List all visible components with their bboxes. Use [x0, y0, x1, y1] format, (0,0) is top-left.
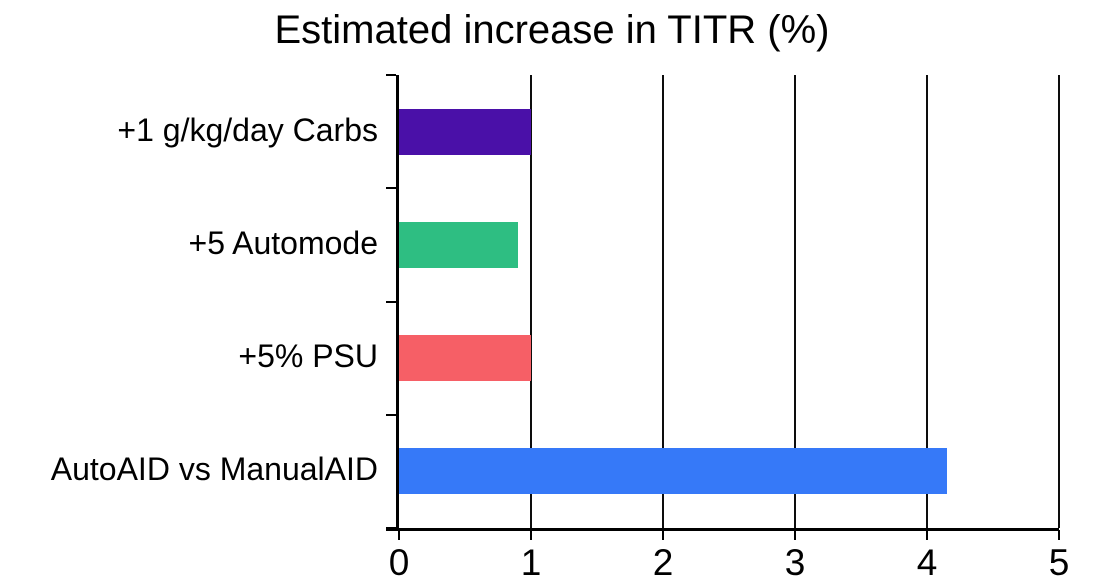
x-tick-label: 1 [520, 542, 542, 583]
x-tick-label: 5 [1048, 542, 1070, 583]
category-label: +5 Automode [188, 225, 378, 262]
bar [399, 448, 947, 495]
y-axis-line [396, 75, 399, 528]
gridline [926, 75, 928, 528]
bar [399, 108, 531, 155]
x-axis-line [386, 528, 1059, 531]
x-tick-label: 0 [388, 542, 410, 583]
gridline [1058, 75, 1060, 528]
x-tick [926, 530, 928, 540]
plot-area: 0 1 2 3 4 5 [386, 74, 1069, 581]
gridline [530, 75, 532, 528]
y-tick [386, 74, 396, 76]
x-tick [794, 530, 796, 540]
category-label: AutoAID vs ManualAID [50, 451, 378, 488]
x-tick [398, 530, 400, 540]
chart-title: Estimated increase in TITR (%) [274, 8, 830, 52]
category-label: +5% PSU [238, 338, 378, 375]
gridline [662, 75, 664, 528]
bar [399, 221, 518, 268]
category-label: +1 g/kg/day Carbs [117, 111, 378, 148]
x-tick [662, 530, 664, 540]
y-tick [386, 300, 396, 303]
bar [399, 335, 531, 382]
y-tick [386, 527, 396, 529]
x-tick [1058, 530, 1060, 540]
x-tick-label: 4 [916, 542, 938, 583]
x-tick-label: 3 [784, 542, 806, 583]
gridline [794, 75, 796, 528]
y-tick [386, 413, 396, 416]
y-axis-category-labels: +1 g/kg/day Carbs +5 Automode +5% PSU AutoA… [0, 75, 378, 528]
x-tick-label: 2 [652, 542, 674, 583]
x-tick [530, 530, 532, 540]
y-tick [386, 187, 396, 190]
